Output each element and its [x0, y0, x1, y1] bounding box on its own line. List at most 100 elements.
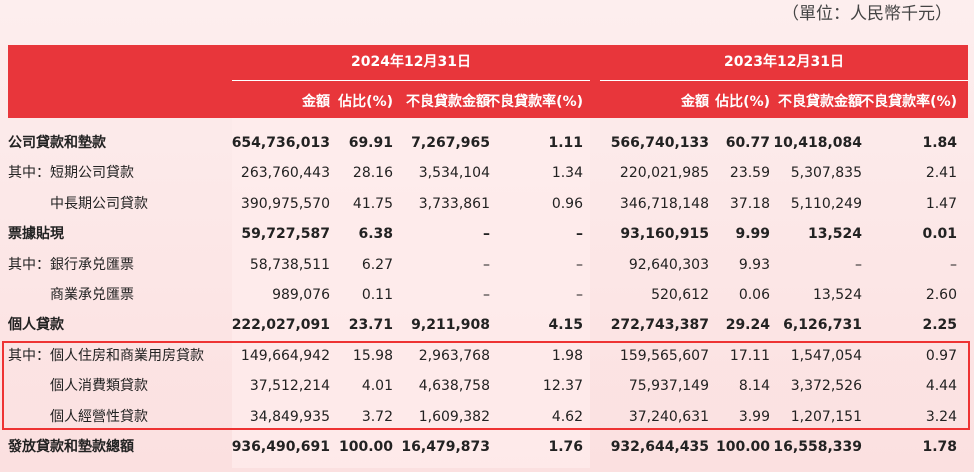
column-header: 金額	[681, 94, 709, 110]
cell: 3.72	[361, 408, 393, 425]
cell: 93,160,915	[620, 226, 709, 243]
cell: 23.71	[348, 317, 393, 334]
row-label: 其中：銀行承兑匯票	[8, 256, 134, 273]
cell: 3.24	[925, 408, 957, 425]
cell: 0.97	[925, 347, 957, 364]
cell: 100.00	[715, 439, 770, 455]
cell: 69.91	[348, 135, 393, 151]
cell: 5,307,835	[790, 165, 862, 182]
cell: –	[855, 256, 862, 273]
cell: 37,512,214	[249, 378, 330, 395]
row-label: 商業承兑匯票	[50, 287, 134, 303]
cell: 15.98	[352, 347, 393, 364]
cell: 1.98	[551, 347, 583, 364]
cell: –	[483, 287, 490, 303]
cell: –	[950, 256, 957, 273]
cell: 3,733,861	[418, 195, 490, 212]
cell: 654,736,013	[231, 135, 330, 151]
cell: 0.11	[361, 287, 393, 303]
column-header: 佔比(%)	[715, 94, 770, 110]
cell: 0.06	[738, 287, 770, 303]
cell: 9.99	[735, 226, 770, 243]
cell: 4.15	[548, 317, 583, 334]
cell: 263,760,443	[240, 165, 330, 182]
cell: 9,211,908	[411, 317, 490, 334]
cell: 0.96	[551, 195, 583, 212]
cell: 159,565,607	[619, 347, 709, 364]
cell: 932,644,435	[610, 439, 709, 455]
cell: –	[483, 226, 490, 243]
cell: 2.60	[925, 287, 957, 303]
column-header: 不良貸款率(%)	[486, 94, 583, 110]
cell: –	[576, 287, 583, 303]
cell: 100.00	[338, 439, 393, 455]
cell: 6.27	[361, 256, 393, 273]
cell: 29.24	[725, 317, 770, 334]
row-label: 公司貸款和墊款	[8, 135, 106, 151]
row-label: 其中：短期公司貸款	[8, 165, 134, 182]
cell: 3,534,104	[418, 165, 490, 182]
row-label: 發放貸款和墊款總額	[8, 439, 134, 455]
cell: 37,240,631	[628, 408, 709, 425]
row-label: 票據貼現	[8, 226, 64, 243]
cell: 28.16	[352, 165, 393, 182]
cell: 4.62	[551, 408, 583, 425]
cell: –	[483, 256, 490, 273]
cell: 23.59	[729, 165, 770, 182]
cell: 34,849,935	[249, 408, 330, 425]
cell: 7,267,965	[411, 135, 490, 151]
cell: 5,110,249	[790, 195, 862, 212]
column-header: 不良貸款金額	[406, 94, 490, 110]
cell: 10,418,084	[773, 135, 862, 151]
cell: 58,738,511	[249, 256, 330, 273]
row-label: 其中：個人住房和商業用房貸款	[8, 347, 204, 364]
column-shade	[232, 118, 590, 468]
cell: 1,609,382	[418, 408, 490, 425]
cell: 520,612	[651, 287, 709, 303]
cell: 92,640,303	[628, 256, 709, 273]
cell: 2.41	[925, 165, 957, 182]
row-label: 個人經營性貸款	[50, 408, 148, 425]
header-band	[8, 45, 968, 118]
cell: –	[576, 256, 583, 273]
cell: 2,963,768	[418, 347, 490, 364]
cell: 1.84	[922, 135, 957, 151]
cell: 1,207,151	[790, 408, 862, 425]
cell: 272,743,387	[610, 317, 709, 334]
group-header: 2024年12月31日	[351, 54, 471, 70]
cell: 3.99	[738, 408, 770, 425]
cell: 1.78	[922, 439, 957, 455]
cell: 6,126,731	[783, 317, 862, 334]
cell: 4,638,758	[418, 378, 490, 395]
cell: 1.34	[551, 165, 583, 182]
cell: 59,727,587	[241, 226, 330, 243]
cell: 390,975,570	[240, 195, 330, 212]
cell: –	[576, 226, 583, 243]
cell: 16,479,873	[401, 439, 490, 455]
cell: 220,021,985	[619, 165, 709, 182]
cell: 222,027,091	[231, 317, 330, 334]
column-header: 不良貸款率(%)	[860, 94, 957, 110]
cell: 566,740,133	[610, 135, 709, 151]
cell: 37.18	[729, 195, 770, 212]
row-label: 中長期公司貸款	[50, 195, 148, 212]
row-label: 個人消費類貸款	[50, 378, 148, 395]
group-rule	[232, 80, 590, 81]
column-header: 不良貸款金額	[778, 94, 862, 110]
cell: 3,372,526	[790, 378, 862, 395]
unit-note: （單位：人民幣千元）	[782, 4, 952, 24]
cell: 41.75	[352, 195, 393, 212]
cell: 0.01	[922, 226, 957, 243]
cell: 75,937,149	[628, 378, 709, 395]
cell: 8.14	[738, 378, 770, 395]
column-header: 佔比(%)	[338, 94, 393, 110]
cell: 12.37	[542, 378, 583, 395]
cell: 16,558,339	[773, 439, 862, 455]
cell: 346,718,148	[619, 195, 709, 212]
column-header: 金額	[302, 94, 330, 110]
cell: 17.11	[729, 347, 770, 364]
cell: 13,524	[813, 287, 862, 303]
cell: 1.11	[548, 135, 583, 151]
cell: 936,490,691	[231, 439, 330, 455]
